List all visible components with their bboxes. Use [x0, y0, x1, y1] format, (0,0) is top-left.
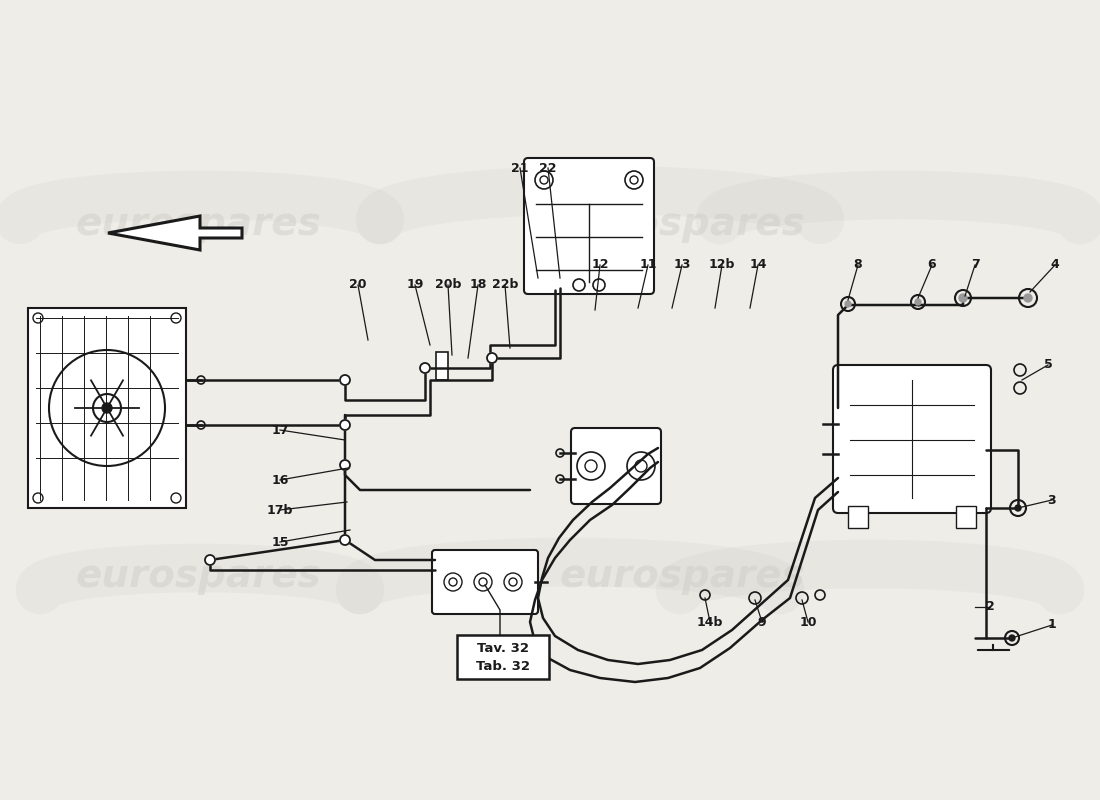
Text: 18: 18	[470, 278, 486, 291]
Text: eurospares: eurospares	[75, 205, 321, 243]
Circle shape	[420, 363, 430, 373]
Bar	[28, 308, 186, 508]
Text: 20b: 20b	[434, 278, 461, 291]
Circle shape	[487, 353, 497, 363]
Text: Tav. 32: Tav. 32	[477, 642, 529, 655]
Text: 8: 8	[854, 258, 862, 271]
Text: 2: 2	[986, 601, 994, 614]
Text: 22b: 22b	[492, 278, 518, 291]
FancyBboxPatch shape	[571, 428, 661, 504]
Text: 10: 10	[800, 615, 816, 629]
Text: 19: 19	[406, 278, 424, 291]
Circle shape	[915, 299, 921, 305]
Bar	[436, 352, 448, 380]
Bar	[848, 506, 868, 528]
Text: 12b: 12b	[708, 258, 735, 271]
Text: 11: 11	[639, 258, 657, 271]
Text: 12: 12	[592, 258, 608, 271]
Circle shape	[205, 555, 214, 565]
Text: eurospares: eurospares	[559, 205, 805, 243]
Text: 7: 7	[970, 258, 979, 271]
Circle shape	[1009, 635, 1015, 641]
FancyBboxPatch shape	[524, 158, 654, 294]
Text: 15: 15	[272, 535, 288, 549]
Text: 3: 3	[1047, 494, 1056, 506]
Circle shape	[340, 375, 350, 385]
Text: 14b: 14b	[696, 615, 723, 629]
Circle shape	[340, 460, 350, 470]
Circle shape	[959, 294, 967, 302]
Text: eurospares: eurospares	[75, 557, 321, 595]
Circle shape	[845, 301, 851, 307]
FancyBboxPatch shape	[833, 365, 991, 513]
Text: 5: 5	[1044, 358, 1053, 371]
Text: 6: 6	[927, 258, 936, 271]
Circle shape	[340, 420, 350, 430]
Text: 16: 16	[272, 474, 288, 486]
Bar	[456, 635, 549, 679]
Text: 4: 4	[1050, 258, 1059, 271]
Circle shape	[1015, 505, 1021, 511]
Text: 17: 17	[272, 423, 288, 437]
Circle shape	[102, 403, 112, 413]
Text: 17b: 17b	[267, 503, 294, 517]
Circle shape	[1024, 294, 1032, 302]
Circle shape	[340, 535, 350, 545]
Text: 13: 13	[673, 258, 691, 271]
FancyBboxPatch shape	[432, 550, 538, 614]
Text: 9: 9	[758, 615, 767, 629]
Text: 20: 20	[350, 278, 366, 291]
Polygon shape	[108, 216, 242, 250]
Bar	[956, 506, 976, 528]
Text: eurospares: eurospares	[559, 557, 805, 595]
Text: 14: 14	[749, 258, 767, 271]
Text: 21: 21	[512, 162, 529, 174]
Text: 1: 1	[1047, 618, 1056, 631]
Text: 22: 22	[539, 162, 557, 174]
Text: Tab. 32: Tab. 32	[476, 661, 530, 674]
